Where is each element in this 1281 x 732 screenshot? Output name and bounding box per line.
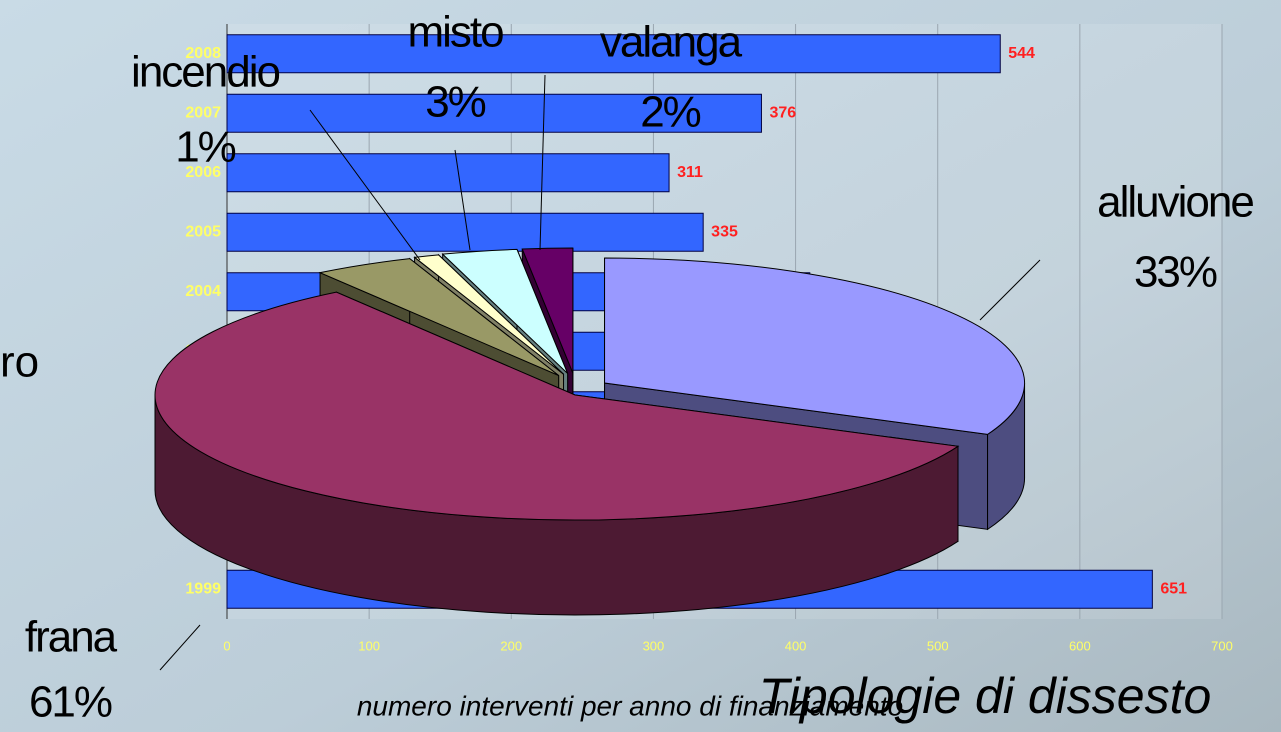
slice-value-label: 1% xyxy=(175,123,235,172)
bar xyxy=(226,153,670,193)
leader-line xyxy=(454,149,471,251)
data-label: 376 xyxy=(769,104,796,121)
data-label: 651 xyxy=(1160,580,1187,597)
x-tick-label: 100 xyxy=(358,638,380,653)
data-label: 335 xyxy=(711,223,738,240)
y-tick-label: 2006 xyxy=(185,164,221,181)
leader-line xyxy=(539,74,546,251)
slice-value-label: 2% xyxy=(640,88,700,137)
bar xyxy=(226,34,1001,74)
slice-label: misto xyxy=(407,8,503,57)
x-tick-label: 200 xyxy=(500,638,522,653)
slice-value-label: 3% xyxy=(425,78,485,127)
leader-line xyxy=(309,109,421,261)
slice xyxy=(413,254,564,375)
slice xyxy=(318,258,559,376)
data-label: 311 xyxy=(677,164,703,181)
y-tick-label: 2007 xyxy=(185,104,221,121)
slice xyxy=(441,248,569,374)
leader-line xyxy=(159,624,201,671)
bar xyxy=(226,93,762,133)
slice-label: valanga xyxy=(600,18,743,67)
x-axis-title: numero interventi per anno di finanziame… xyxy=(357,690,903,721)
y-tick-label: 1999 xyxy=(185,580,221,597)
pie-chart xyxy=(154,247,1026,616)
x-tick-label: 0 xyxy=(223,638,230,653)
y-tick-label: 2004 xyxy=(185,283,221,300)
pie-title: Tipologie di dissesto xyxy=(759,668,1212,724)
slice-label: alluvione xyxy=(1097,178,1253,227)
slice-label: incendio xyxy=(131,48,279,97)
x-tick-label: 700 xyxy=(1211,638,1233,653)
slice-label: frana xyxy=(25,613,118,662)
x-tick-label: 400 xyxy=(785,638,807,653)
data-label: 544 xyxy=(1008,45,1035,62)
slice-value-label: 33% xyxy=(1134,248,1217,297)
y-axis-title: ro xyxy=(0,338,39,387)
x-tick-label: 600 xyxy=(1069,638,1091,653)
leader-line xyxy=(979,259,1041,321)
y-tick-label: 2005 xyxy=(185,223,221,240)
x-tick-label: 500 xyxy=(927,638,949,653)
slice-value-label: 61% xyxy=(29,678,112,727)
slice xyxy=(604,257,1026,435)
labels: alluvione 33% frana 61% incendio 1% misto 3% val… xyxy=(25,8,1256,727)
y-tick-label: 2008 xyxy=(185,45,221,62)
slice xyxy=(154,291,960,521)
slice xyxy=(521,247,574,374)
x-tick-label: 300 xyxy=(643,638,665,653)
